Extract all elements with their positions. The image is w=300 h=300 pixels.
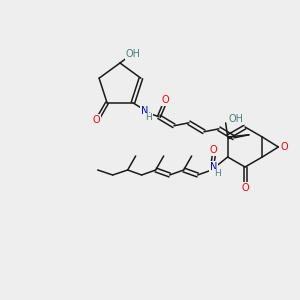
Text: OH: OH bbox=[125, 49, 140, 59]
Text: N: N bbox=[210, 162, 218, 172]
Text: N: N bbox=[141, 106, 148, 116]
Text: H: H bbox=[214, 169, 221, 178]
Text: O: O bbox=[92, 115, 100, 125]
Text: O: O bbox=[241, 183, 249, 193]
Text: O: O bbox=[161, 95, 169, 105]
Text: O: O bbox=[210, 145, 218, 155]
Text: O: O bbox=[280, 142, 288, 152]
Text: OH: OH bbox=[228, 114, 243, 124]
Text: H: H bbox=[146, 113, 152, 122]
